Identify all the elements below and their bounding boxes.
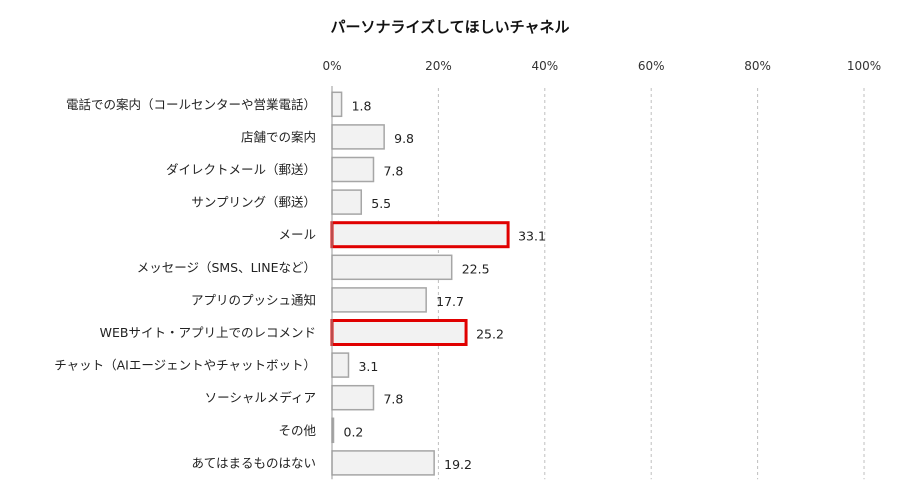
category-label: メッセージ（SMS、LINEなど） <box>137 260 316 275</box>
value-labels: 1.8 9.8 7.8 5.5 33.1 22.5 17.7 25.2 3.1 7.8 0.2 19.… <box>344 98 546 472</box>
value-label: 9.8 <box>394 131 414 146</box>
value-label: 33.1 <box>518 229 546 244</box>
x-tick-label: 0% <box>322 59 341 73</box>
bar <box>331 450 435 476</box>
x-tick-label: 20% <box>425 59 452 73</box>
value-label: 1.8 <box>352 98 372 113</box>
value-label: 5.5 <box>371 196 391 211</box>
category-label: WEBサイト・アプリ上でのレコメンド <box>100 325 316 340</box>
category-label: 電話での案内（コールセンターや営業電話） <box>66 97 316 112</box>
chart-title: パーソナライズしてほしいチャネル <box>330 18 570 36</box>
category-label: あてはまるものはない <box>191 455 316 470</box>
value-label: 7.8 <box>383 392 403 407</box>
bar <box>331 124 385 150</box>
value-label: 0.2 <box>344 424 364 439</box>
category-label: 店舗での案内 <box>241 129 316 144</box>
bar <box>331 254 453 281</box>
bar <box>330 319 468 346</box>
category-label: アプリのプッシュ通知 <box>191 292 316 307</box>
bar <box>331 384 375 411</box>
bar <box>331 156 375 183</box>
value-label: 3.1 <box>358 359 378 374</box>
value-label: 17.7 <box>436 294 464 309</box>
value-label: 25.2 <box>476 327 504 342</box>
bar <box>331 287 427 313</box>
value-label: 22.5 <box>462 261 490 276</box>
bar <box>330 221 510 249</box>
bars <box>330 91 510 476</box>
grid-lines <box>437 88 865 480</box>
x-tick-label: 100% <box>847 59 881 73</box>
category-label: ソーシャルメディア <box>205 390 316 405</box>
x-tick-label: 40% <box>531 59 558 73</box>
category-label: サンプリング（郵送） <box>191 195 316 210</box>
bar <box>331 91 343 118</box>
category-label: メール <box>278 227 316 242</box>
category-label: ダイレクトメール（郵送） <box>166 162 316 177</box>
category-label: その他 <box>278 423 316 438</box>
x-tick-label: 60% <box>638 59 665 73</box>
bar <box>331 189 363 215</box>
bar <box>331 352 350 378</box>
category-label: チャット（AIエージェントやチャットボット） <box>54 358 316 373</box>
value-label: 19.2 <box>444 457 472 472</box>
x-tick-labels: 0% 20% 40% 60% 80% 100% <box>322 59 881 73</box>
x-tick-label: 80% <box>744 59 771 73</box>
value-label: 7.8 <box>383 164 403 179</box>
